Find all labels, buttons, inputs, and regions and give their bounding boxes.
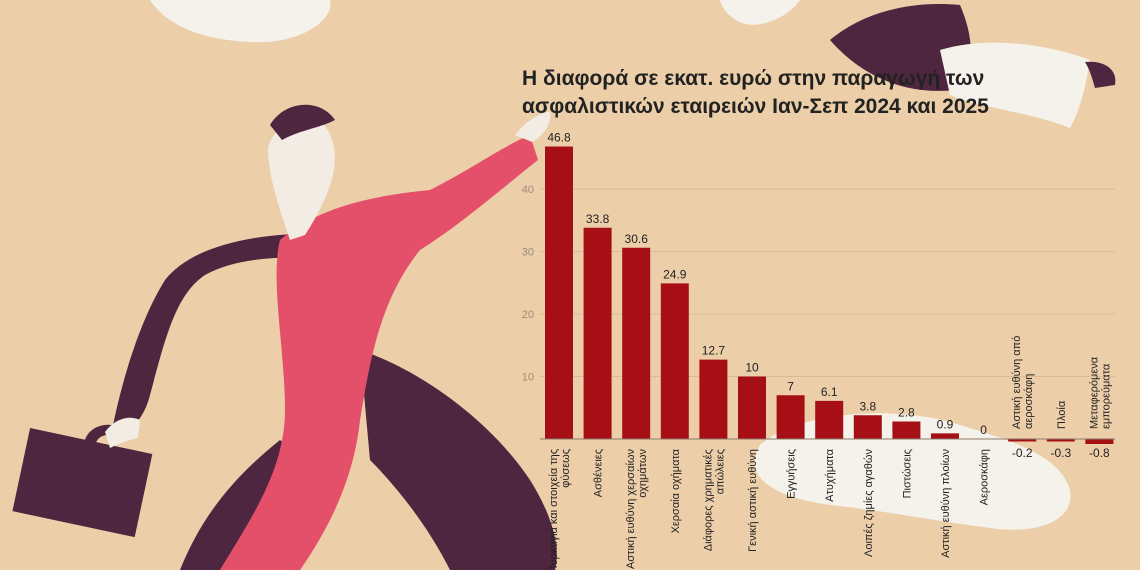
category-label-line: Γενική αστική ευθύνη <box>747 449 759 552</box>
value-label: 33.8 <box>586 212 610 226</box>
category-label-line: Μεταφερόμενα <box>1088 356 1100 429</box>
value-label: 46.8 <box>547 131 571 145</box>
category-label-line: Χερσαία οχήματα <box>670 448 682 533</box>
bar <box>853 415 882 439</box>
paper-cloud-top <box>720 0 800 25</box>
bar-series <box>545 146 1114 444</box>
value-label: -0.8 <box>1089 446 1110 460</box>
value-label: 0 <box>980 423 987 437</box>
category-label: Διάφορες χρηματικές απώλειες <box>702 449 726 551</box>
y-tick-label: 30 <box>522 247 534 259</box>
category-label: Αστική ευθύνη χερσαίων οχημάτων <box>625 449 649 569</box>
person-head <box>268 119 335 240</box>
category-label: Ατυχήματα <box>824 448 836 501</box>
category-labels: Πυρκαγιά και στοιχεία της φύσεως Ασθένειες… <box>548 336 1112 570</box>
category-label-line: Πυρκαγιά και στοιχεία της <box>548 449 560 570</box>
y-axis: 10 20 30 40 <box>522 184 534 384</box>
category-label: Πιστώσεις <box>901 449 913 498</box>
paper-cloud-top-left <box>150 0 331 43</box>
category-label: Χερσαία οχήματα <box>670 448 682 533</box>
value-label: 0.9 <box>937 417 954 431</box>
category-label-line: Πιστώσεις <box>901 449 913 498</box>
bar <box>931 433 959 439</box>
value-label: 7 <box>787 379 794 393</box>
flying-paper-1 <box>830 4 971 91</box>
person-cape <box>360 350 557 570</box>
category-label-line: Λοιπές ζημίες αγαθών <box>863 449 875 557</box>
category-label-line: Πλοία <box>1056 400 1068 429</box>
category-label: Εγγυήσεις <box>786 449 798 499</box>
category-label-line: εμπορεύματα <box>1100 363 1112 429</box>
category-label-line: Ασθένειες <box>593 449 605 497</box>
category-label-line: φύσεως <box>560 449 572 488</box>
y-tick-label: 10 <box>522 372 534 384</box>
paper-cloud-bottom <box>754 413 1071 530</box>
bar <box>1085 439 1114 444</box>
category-label: Αεροσκάφη <box>979 449 991 505</box>
category-label: Πυρκαγιά και στοιχεία της φύσεως <box>548 449 572 570</box>
value-label: 6.1 <box>821 385 838 399</box>
bar <box>660 283 689 439</box>
background-illustration <box>12 0 1116 570</box>
person-hair <box>270 104 335 140</box>
bar <box>776 395 805 439</box>
category-label: Αστική ευθύνη από αεροσκάφη <box>1011 336 1035 429</box>
category-label-line: Αεροσκάφη <box>979 449 991 505</box>
bar <box>699 359 728 439</box>
category-label: Γενική αστική ευθύνη <box>747 449 759 552</box>
y-tick-label: 20 <box>522 309 534 321</box>
bar <box>622 247 651 439</box>
bar <box>815 400 844 439</box>
value-label: 12.7 <box>702 344 726 358</box>
value-label: -0.3 <box>1050 446 1071 460</box>
bar <box>738 376 766 439</box>
category-label: Πλοία <box>1056 400 1068 429</box>
category-label-line: Διάφορες χρηματικές <box>702 449 714 551</box>
chart-title-line-2: ασφαλιστικών εταιρειών Ιαν-Σεπ 2024 και … <box>522 95 989 118</box>
category-label-line: Ατυχήματα <box>824 448 836 501</box>
person-hand <box>515 112 551 142</box>
category-label-line: Αστική ευθύνη από <box>1011 336 1023 429</box>
value-label: 10 <box>745 361 759 375</box>
value-label: 30.6 <box>625 232 649 246</box>
y-tick-label: 40 <box>522 184 534 196</box>
bar <box>545 146 573 439</box>
person-dark-arm <box>112 233 400 430</box>
bar <box>1008 439 1037 442</box>
value-label: 24.9 <box>663 267 687 281</box>
flying-paper-2 <box>940 42 1090 128</box>
flying-paper-2-fold <box>1085 61 1116 88</box>
briefcase-hand <box>105 417 140 448</box>
category-label-line: οχημάτων <box>637 449 649 498</box>
category-label: Μεταφερόμενα εμπορεύματα <box>1088 356 1112 429</box>
category-label-line: απώλειες <box>714 449 726 494</box>
value-label: -0.2 <box>1012 446 1033 460</box>
category-label: Αστική ευθύνη πλοίων <box>940 449 952 558</box>
category-label-line: Αστική ευθύνη χερσαίων <box>625 449 637 569</box>
category-label-line: Αστική ευθύνη πλοίων <box>940 449 952 558</box>
category-label-line: Εγγυήσεις <box>786 449 798 499</box>
bar <box>1046 439 1075 442</box>
category-label-line: αεροσκάφη <box>1023 374 1035 429</box>
briefcase-icon <box>12 428 153 538</box>
chart-title: Η διαφορά σε εκατ. ευρώ στην παραγωγή τω… <box>522 67 989 118</box>
chart-title-line-1: Η διαφορά σε εκατ. ευρώ στην παραγωγή τω… <box>522 67 984 90</box>
value-labels: 46.8 33.8 30.6 24.9 12.7 10 7 6.1 3.8 2.8 0.9 0 -0.2… <box>547 131 1110 461</box>
person-dress <box>220 135 538 570</box>
bar <box>583 227 612 439</box>
value-label: 3.8 <box>859 399 876 413</box>
bar <box>892 421 921 439</box>
category-label: Λοιπές ζημίες αγαθών <box>863 449 875 557</box>
category-label: Ασθένειες <box>593 449 605 497</box>
value-label: 2.8 <box>898 406 915 420</box>
